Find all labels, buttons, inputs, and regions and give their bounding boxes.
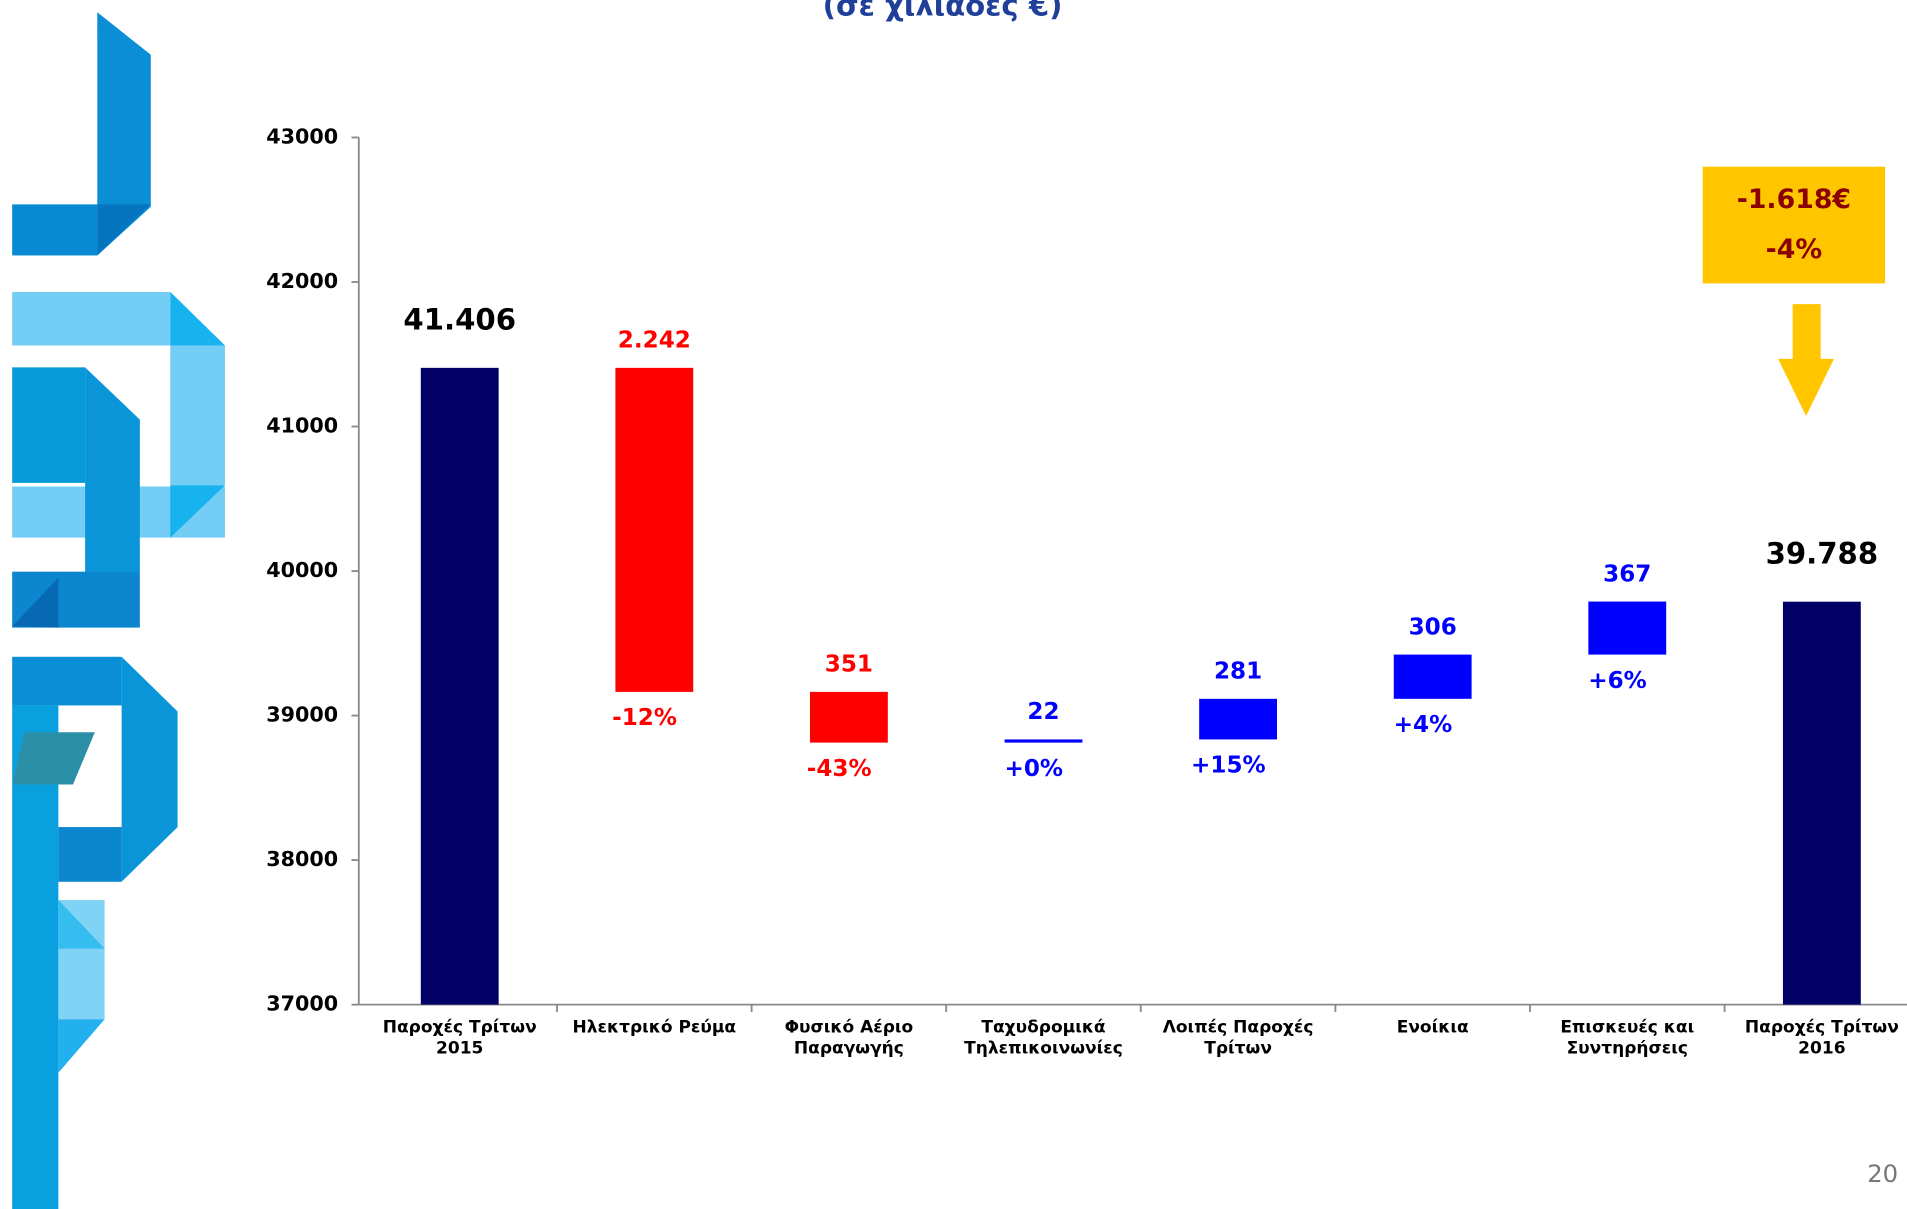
annotation-text: -4% [1766,234,1823,265]
x-tick-label: Επισκευές και [1560,1018,1694,1038]
x-tick-label: Τρίτων [1204,1038,1272,1058]
bar [1393,654,1472,699]
value-label: 367 [1603,561,1651,587]
x-tick-label: Ταχυδρομικά [981,1018,1105,1038]
y-tick-label: 42000 [266,269,338,293]
change-pct-label: -43% [807,756,872,782]
bar [809,691,888,743]
value-label: 351 [825,652,873,678]
x-tick-label: Ηλεκτρικό Ρεύμα [573,1018,737,1038]
logo-decoration [12,12,225,1209]
y-tick-label: 39000 [266,703,338,727]
x-tick-label: Τηλεπικοινωνίες [964,1038,1123,1058]
value-label: 2.242 [618,328,691,354]
bar [420,367,499,1005]
x-tick-label: Παροχές Τρίτων [383,1018,537,1038]
y-tick-label: 40000 [266,558,338,582]
change-pct-label: +4% [1394,712,1453,738]
bar [1004,739,1083,743]
y-tick-label: 43000 [266,124,338,148]
change-pct-label: +6% [1588,668,1647,694]
annotation-arrow [1778,304,1835,416]
x-tick-label: Ενοίκια [1397,1018,1469,1038]
x-tick-label: Παροχές Τρίτων [1745,1018,1899,1038]
change-pct-label: +0% [1004,756,1063,782]
change-pct-label: +15% [1191,753,1266,779]
x-tick-label: 2016 [1798,1038,1845,1058]
change-pct-label: -12% [612,705,677,731]
y-tick-label: 38000 [266,847,338,871]
annotation-text: -1.618€ [1737,184,1851,215]
bar [1588,601,1667,655]
annotation-box [1702,166,1886,284]
value-label: 41.406 [403,303,516,337]
x-tick-label: Φυσικό Αέριο [785,1018,914,1038]
value-label: 281 [1214,659,1262,685]
page-number: 20 [1867,1159,1898,1188]
chart-subtitle: (σε χιλιάδες €) [823,0,1063,22]
total-change-annotation: -1.618€ -4% [1702,166,1886,416]
bar [1199,698,1278,740]
value-label: 39.788 [1766,536,1879,570]
bar [615,367,694,692]
x-tick-label: Λοιπές Παροχές [1163,1018,1314,1038]
y-tick-label: 37000 [266,992,338,1016]
x-tick-label: 2015 [436,1038,483,1058]
bar [1782,601,1861,1005]
value-label: 22 [1027,699,1059,725]
value-label: 306 [1409,614,1457,640]
x-tick-label: Συντηρήσεις [1567,1038,1688,1058]
x-tick-label: Παραγωγής [794,1038,904,1058]
y-tick-label: 41000 [266,414,338,438]
